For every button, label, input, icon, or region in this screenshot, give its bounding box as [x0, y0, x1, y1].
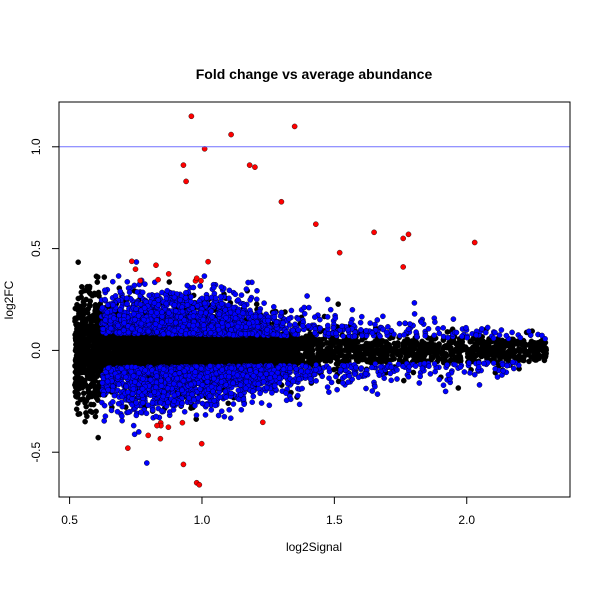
data-point	[75, 259, 81, 266]
data-point	[324, 355, 330, 362]
data-point	[85, 374, 91, 381]
data-point	[91, 290, 98, 297]
data-point	[505, 354, 512, 361]
data-point	[225, 400, 231, 407]
data-point	[94, 279, 101, 285]
data-point	[337, 350, 344, 357]
data-point	[438, 356, 445, 362]
chart-title: Fold change vs average abundance	[196, 66, 433, 82]
data-point	[92, 413, 99, 420]
data-point	[90, 338, 97, 344]
data-point	[93, 344, 99, 351]
data-point	[73, 329, 79, 336]
data-point	[354, 344, 361, 351]
data-point	[75, 321, 81, 328]
data-point	[75, 400, 81, 407]
data-point	[95, 434, 101, 441]
data-point	[72, 315, 78, 322]
data-point	[83, 410, 89, 416]
data-point	[383, 341, 390, 348]
data-point	[400, 377, 407, 384]
data-point	[455, 385, 462, 391]
data-point	[80, 310, 87, 317]
data-point	[93, 408, 99, 415]
data-point	[253, 301, 260, 308]
data-point	[364, 358, 371, 365]
data-point	[401, 349, 408, 355]
data-point	[533, 357, 540, 363]
data-point	[300, 335, 307, 342]
data-point	[287, 357, 294, 363]
data-point	[298, 353, 305, 360]
data-point	[90, 373, 97, 380]
data-point	[81, 301, 88, 308]
data-point	[76, 334, 82, 340]
data-point	[531, 339, 538, 346]
data-point	[329, 352, 336, 359]
data-point	[166, 279, 173, 285]
data-point	[508, 347, 514, 354]
data-point	[395, 340, 401, 346]
data-point	[73, 406, 80, 413]
data-point	[85, 306, 91, 312]
data-point	[537, 342, 544, 349]
data-point	[391, 355, 398, 362]
data-point	[83, 296, 89, 303]
data-point	[74, 371, 81, 378]
data-point	[80, 390, 87, 397]
data-point	[85, 394, 92, 401]
points-layer	[72, 113, 550, 488]
data-point	[75, 411, 81, 418]
data-point	[84, 337, 90, 343]
data-point	[75, 295, 82, 302]
data-point	[82, 418, 88, 425]
data-point	[101, 274, 108, 280]
data-point	[90, 390, 96, 397]
data-point	[428, 354, 435, 360]
data-point	[444, 329, 451, 335]
data-point	[376, 355, 382, 362]
data-point	[89, 381, 95, 388]
